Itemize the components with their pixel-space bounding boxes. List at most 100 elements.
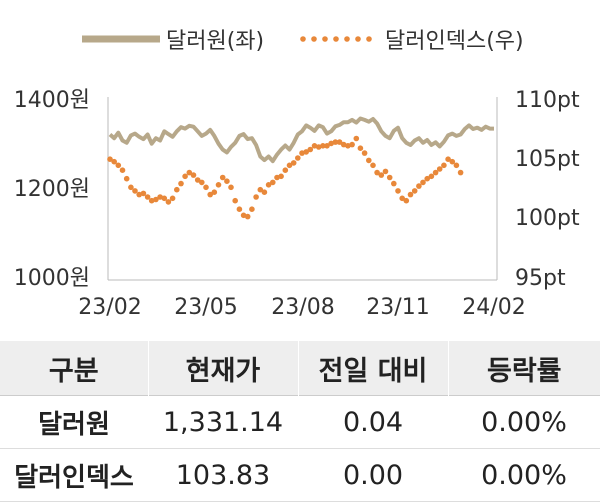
dollar-index-point — [416, 183, 422, 189]
row-change: 0.04 — [298, 395, 448, 449]
dollar-index-point — [107, 156, 113, 162]
header-change-rate: 등락률 — [448, 341, 600, 396]
dollar-index-point — [174, 186, 180, 193]
dollar-index-point — [436, 166, 443, 172]
legend-dot — [300, 36, 306, 42]
dollar-index-point — [428, 173, 435, 180]
dollar-index-point — [253, 194, 259, 200]
x-tick-label: 23/05 — [174, 295, 237, 320]
legend-label-dollar-index: 달러인덱스(우) — [385, 29, 524, 54]
dollar-index-point — [290, 160, 297, 166]
legend-label-dollar-won: 달러원(좌) — [166, 29, 264, 54]
dollar-index-point — [136, 191, 142, 198]
dollar-index-point — [449, 158, 456, 165]
dollar-index-point — [249, 206, 255, 212]
dollar-index-point — [378, 172, 385, 178]
x-tick-label: 23/02 — [78, 295, 141, 320]
x-tick-label: 23/08 — [271, 295, 334, 320]
dollar-index-point — [353, 135, 360, 142]
row-change: 0.00 — [298, 448, 448, 502]
x-tick-label: 24/02 — [462, 295, 525, 320]
table-header-row: 구분 현재가 전일 대비 등락률 — [0, 341, 600, 396]
dollar-index-point — [265, 182, 272, 188]
dollar-index-point — [370, 162, 376, 169]
dollar-index-point — [432, 169, 439, 176]
dollar-index-point — [203, 184, 209, 191]
dollar-index-point — [178, 180, 184, 187]
dollar-index-point — [261, 189, 268, 195]
quote-table: 구분 현재가 전일 대비 등락률 달러원 1,331.14 0.04 0.00%… — [0, 341, 600, 502]
dollar-index-point — [361, 150, 368, 156]
dollar-index-point — [328, 140, 335, 147]
legend-swatch-dollar-index — [300, 36, 372, 42]
dollar-index-point — [295, 155, 301, 161]
dollar-index-point — [286, 162, 293, 169]
dollar-index-point — [219, 174, 226, 181]
dollar-index-point — [115, 162, 122, 169]
dollar-index-point — [403, 197, 410, 204]
dollar-index-point — [282, 167, 289, 173]
chart: 달러원(좌) 달러인덱스(우) 1400원 1200원 1000원 110pt … — [14, 29, 580, 320]
dollar-index-point — [357, 145, 364, 151]
dollar-index-point — [441, 162, 447, 169]
dollar-index-point — [303, 149, 310, 155]
dollar-index-point — [128, 184, 134, 191]
x-tick-label: 23/11 — [366, 295, 429, 320]
dollar-index-point — [257, 186, 264, 193]
legend-dot — [333, 36, 339, 42]
dollar-index-point — [457, 169, 464, 176]
dollar-index-point — [399, 195, 406, 202]
dollar-index-point — [111, 158, 117, 165]
dollar-index-point — [186, 169, 193, 176]
dollar-index-point — [236, 206, 243, 212]
dollar-index-point — [366, 157, 372, 164]
row-name: 달러인덱스 — [0, 448, 148, 502]
header-change: 전일 대비 — [298, 341, 449, 396]
dollar-index-point — [194, 177, 201, 183]
dollar-index-point — [228, 184, 234, 191]
dollar-index-point — [182, 173, 188, 180]
y-right-tick-label: 110pt — [515, 88, 580, 113]
y-right-tick-label: 100pt — [515, 206, 580, 231]
dollar-index-point — [349, 141, 355, 148]
series-dollar-won — [108, 116, 494, 164]
dollar-index-point — [345, 143, 351, 149]
dollar-index-point — [374, 169, 380, 176]
legend-dot — [311, 36, 317, 42]
row-price: 103.83 — [148, 448, 298, 502]
table-row: 달러인덱스 103.83 0.00 0.00% — [0, 448, 600, 502]
dollar-index-point — [311, 143, 318, 149]
dollar-index-point — [165, 199, 172, 205]
dollar-index-point — [132, 188, 138, 194]
dollar-index-point — [157, 194, 163, 200]
dollar-index-point — [169, 195, 176, 202]
dollar-index-point — [420, 179, 426, 186]
dollar-index-point — [232, 197, 238, 204]
dollar-index-point — [161, 195, 168, 202]
dollar-index-point — [395, 188, 401, 194]
dollar-index-point — [382, 168, 389, 175]
legend-dot — [322, 36, 328, 42]
dollar-index-point — [320, 143, 326, 149]
y-left-tick-label: 1000원 — [14, 266, 90, 291]
dollar-index-point — [153, 196, 159, 203]
dollar-index-point — [391, 180, 397, 187]
dollar-index-point — [299, 150, 305, 156]
legend-dot — [355, 36, 361, 42]
header-price: 현재가 — [148, 341, 299, 396]
dollar-won-line — [108, 116, 494, 164]
series-dollar-index — [107, 135, 464, 220]
dollar-index-point — [424, 175, 431, 182]
y-right-tick-label: 95pt — [515, 266, 566, 291]
dollar-index-point — [224, 178, 230, 184]
dollar-index-point — [211, 189, 218, 195]
dollar-index-point — [278, 173, 284, 180]
y-left-tick-label: 1200원 — [14, 177, 90, 202]
dollar-index-point — [340, 141, 347, 148]
dollar-index-point — [148, 197, 155, 204]
dollar-index-point — [445, 156, 451, 162]
header-category: 구분 — [0, 341, 149, 396]
dollar-index-point — [336, 139, 343, 145]
dollar-index-point — [190, 172, 197, 178]
legend: 달러원(좌) 달러인덱스(우) — [82, 29, 524, 54]
